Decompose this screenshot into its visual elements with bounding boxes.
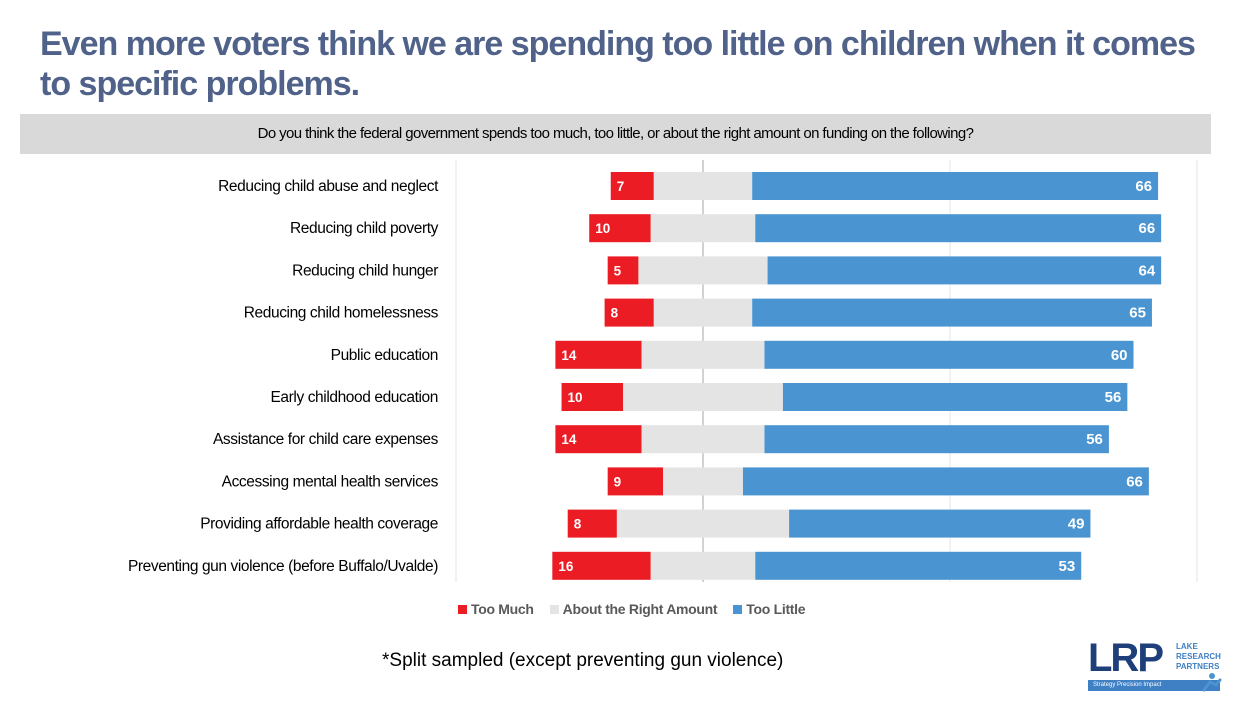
bar-about-right xyxy=(663,467,743,496)
data-label-too-little: 53 xyxy=(1059,558,1076,575)
legend-item-too-little: Too Little xyxy=(733,601,806,617)
data-label-too-little: 49 xyxy=(1068,516,1085,533)
data-label-too-little: 66 xyxy=(1138,220,1155,237)
logo-line-3: PARTNERS xyxy=(1176,662,1220,671)
bar-too-much xyxy=(555,340,642,369)
category-label: Providing affordable health coverage xyxy=(200,516,438,533)
bar-about-right xyxy=(650,214,756,243)
legend: Too Much About the Right Amount Too Litt… xyxy=(458,601,806,617)
bar-too-much xyxy=(610,172,654,200)
chart-title: Even more voters think we are spending t… xyxy=(40,25,1196,103)
logo-figure-icon xyxy=(1202,673,1222,692)
data-label-too-much: 14 xyxy=(561,432,577,447)
legend-label-about-right: About the Right Amount xyxy=(562,601,718,617)
bar-too-little xyxy=(764,340,1134,369)
bar-about-right xyxy=(641,425,765,454)
bar-about-right xyxy=(641,340,765,369)
footnote: *Split sampled (except preventing gun vi… xyxy=(382,650,784,671)
bar-too-little xyxy=(752,298,1152,327)
legend-swatch-too-much xyxy=(458,604,467,614)
legend-item-too-much: Too Much xyxy=(458,601,534,617)
legend-swatch-too-little xyxy=(733,604,743,614)
category-label: Public education xyxy=(331,347,438,364)
bar-too-much xyxy=(607,467,664,496)
bar-about-right xyxy=(616,509,790,538)
bar-too-little xyxy=(752,172,1159,200)
bar-about-right xyxy=(650,551,756,580)
bar-too-much xyxy=(555,425,642,454)
data-label-too-little: 56 xyxy=(1086,431,1103,448)
bar-too-little xyxy=(755,214,1162,243)
bar-about-right xyxy=(653,298,753,327)
bar-too-much xyxy=(589,214,651,243)
legend-label-too-much: Too Much xyxy=(471,601,534,617)
bar-too-much xyxy=(607,256,639,285)
question-banner: Do you think the federal government spen… xyxy=(20,114,1211,154)
survey-question: Do you think the federal government spen… xyxy=(257,125,974,142)
data-label-too-much: 5 xyxy=(614,263,622,278)
data-label-too-little: 65 xyxy=(1129,305,1146,322)
diverging-bar-chart: Reducing child abuse and neglect 7 66 Reduc… xyxy=(128,160,1198,582)
category-label: Reducing child hunger xyxy=(292,262,438,279)
category-label: Reducing child poverty xyxy=(290,220,439,237)
legend-item-about-right: About the Right Amount xyxy=(549,601,718,617)
legend-swatch-about-right xyxy=(549,604,559,614)
data-label-too-little: 64 xyxy=(1138,262,1155,279)
bar-too-much xyxy=(552,551,651,580)
data-label-too-much: 10 xyxy=(595,221,610,236)
lrp-logo: LRP LAKE RESEARCH PARTNERS Strategy Prec… xyxy=(1088,638,1228,696)
data-label-too-much: 14 xyxy=(561,348,577,363)
data-label-too-little: 66 xyxy=(1135,178,1152,195)
category-label: Assistance for child care expenses xyxy=(213,431,439,448)
logo-line-1: LAKE xyxy=(1176,642,1198,651)
bar-too-little xyxy=(764,425,1109,454)
bar-too-much xyxy=(561,383,624,411)
data-label-too-much: 8 xyxy=(611,306,619,321)
data-label-too-little: 66 xyxy=(1126,473,1143,490)
logo-line-2: RESEARCH xyxy=(1176,652,1221,661)
bar-too-little xyxy=(767,256,1162,285)
bar-too-much xyxy=(604,298,654,327)
bar-too-little xyxy=(789,509,1091,538)
bar-too-little xyxy=(782,383,1128,411)
data-label-too-much: 10 xyxy=(568,390,583,405)
data-label-too-little: 60 xyxy=(1111,347,1128,364)
category-label: Accessing mental health services xyxy=(222,473,439,490)
data-label-too-much: 8 xyxy=(574,517,582,532)
bar-about-right xyxy=(653,172,753,200)
bar-too-little xyxy=(742,467,1149,496)
data-label-too-much: 7 xyxy=(617,179,625,194)
data-label-too-much: 9 xyxy=(614,474,622,489)
category-label: Reducing child abuse and neglect xyxy=(218,178,439,195)
bar-about-right xyxy=(623,383,783,411)
logo-company-name: LAKE RESEARCH PARTNERS xyxy=(1176,642,1221,672)
category-label: Preventing gun violence (before Buffalo/… xyxy=(128,558,438,575)
legend-label-too-little: Too Little xyxy=(746,601,806,617)
logo-tagline: Strategy Precision Impact xyxy=(1088,680,1220,691)
bar-too-little xyxy=(755,551,1082,580)
logo-letters: LRP xyxy=(1088,636,1164,680)
data-label-too-much: 16 xyxy=(558,559,574,574)
data-label-too-little: 56 xyxy=(1105,389,1122,406)
bar-about-right xyxy=(638,256,768,285)
category-label: Reducing child homelessness xyxy=(244,305,439,322)
bar-too-much xyxy=(567,509,617,538)
category-label: Early childhood education xyxy=(270,389,438,406)
